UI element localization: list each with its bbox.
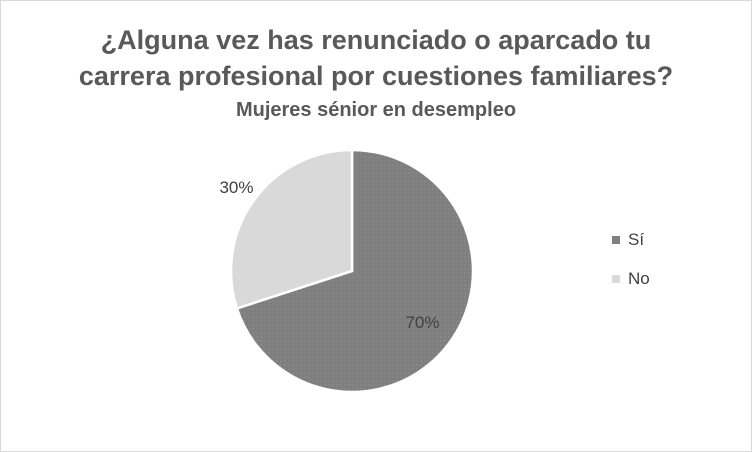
legend-item-si: Sí [612, 230, 650, 250]
pie-slice-texture-si [236, 150, 473, 392]
chart-subtitle: Mujeres sénior en desempleo [235, 99, 517, 121]
legend-swatch-si [612, 236, 620, 244]
data-label-si: 70% [405, 313, 439, 332]
legend-item-no: No [612, 269, 650, 289]
legend-label-si: Sí [628, 230, 645, 249]
legend: Sí No [612, 230, 650, 308]
chart-title: ¿Alguna vez has renunciado o aparcado tu… [0, 22, 752, 94]
pie-slice-no [229, 148, 354, 310]
legend-label-no: No [628, 269, 650, 288]
data-label-no: 30% [219, 178, 253, 197]
legend-swatch-no [612, 275, 620, 283]
chart-title-line-2: carrera profesional por cuestiones famil… [78, 61, 674, 91]
chart-title-line-1: ¿Alguna vez has renunciado o aparcado tu [100, 25, 652, 55]
